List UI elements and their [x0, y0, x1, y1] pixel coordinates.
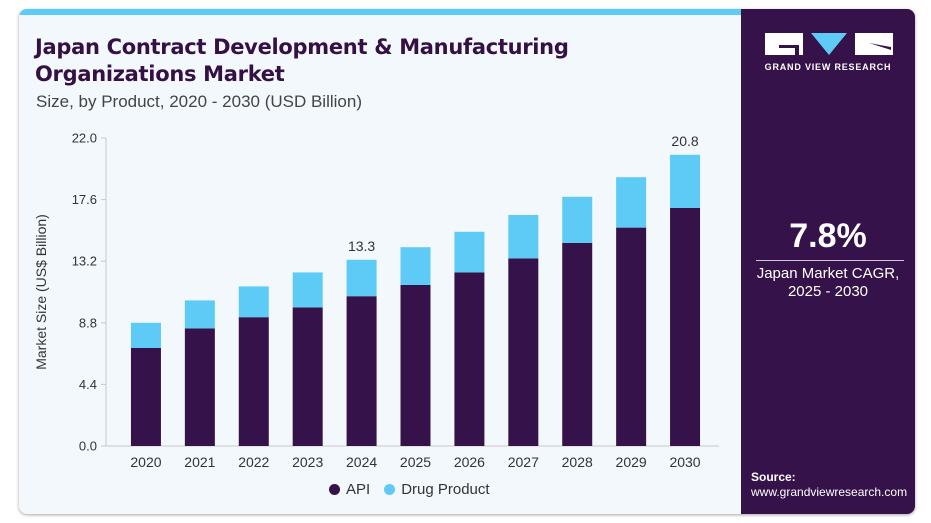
bar-api-2024 [346, 296, 377, 446]
bar-drug-product-2020 [130, 322, 161, 348]
legend-label-api: API [346, 481, 371, 498]
bars [130, 154, 701, 446]
bar-api-2020 [130, 348, 161, 446]
bar-drug-product-2025 [400, 247, 431, 285]
x-tick-label-2022: 2022 [238, 454, 269, 470]
bar-drug-product-2021 [184, 300, 215, 329]
cagr-label-line-1: Japan Market CAGR, [756, 265, 900, 282]
chart-subtitle: Size, by Product, 2020 - 2030 (USD Billi… [36, 92, 362, 111]
cagr-label: Japan Market CAGR, 2025 - 2030 [741, 265, 915, 301]
x-tick-label-2024: 2024 [346, 454, 377, 470]
bar-api-2029 [616, 227, 647, 446]
title-line-2: Organizations Market [35, 62, 285, 86]
bar-api-2026 [454, 272, 485, 446]
y-tick-label: 22.0 [72, 131, 97, 146]
bar-api-2030 [670, 208, 701, 446]
y-tick-label: 0.0 [79, 439, 97, 454]
title-line-1: Japan Contract Development & Manufacturi… [35, 35, 569, 59]
bar-drug-product-2026 [454, 231, 485, 273]
bar-api-2023 [292, 307, 323, 446]
bar-api-2021 [184, 328, 215, 446]
source-label: Source: [751, 470, 796, 484]
cagr-value: 7.8% [789, 217, 867, 255]
bar-drug-product-2029 [616, 177, 647, 228]
legend-item-api: API [329, 481, 370, 498]
chart-card: Japan Contract Development & Manufacturi… [19, 9, 915, 514]
x-tick-label-2029: 2029 [616, 454, 647, 470]
y-tick-label: 8.8 [79, 315, 97, 330]
legend-dot-api-icon [329, 484, 340, 495]
bar-api-2027 [508, 258, 539, 446]
y-axis-title: Market Size (US$ Billion) [33, 214, 49, 370]
y-tick-label: 17.6 [72, 192, 97, 207]
x-tick-label-2030: 2030 [669, 454, 700, 470]
cagr-divider [756, 260, 904, 261]
bar-api-2022 [238, 317, 269, 446]
data-label-2030: 20.8 [671, 133, 698, 149]
x-tick-label-2026: 2026 [454, 454, 485, 470]
x-tick-label-2028: 2028 [562, 454, 593, 470]
side-panel: GRAND VIEW RESEARCH 7.8% Japan Market CA… [741, 9, 915, 514]
source-url[interactable]: www.grandviewresearch.com [751, 485, 908, 499]
data-label-2024: 13.3 [348, 238, 375, 254]
data-labels: 13.3 20.8 [348, 133, 699, 254]
bar-drug-product-2028 [562, 196, 593, 243]
cagr-label-line-2: 2025 - 2030 [787, 283, 869, 300]
chart-plot: 0.04.48.813.217.622.0 2020 2021 2022 2023 20… [33, 131, 719, 470]
y-tick-label: 13.2 [72, 254, 97, 269]
legend-label-drug-product: Drug Product [401, 481, 490, 498]
y-axis: 0.0 4.4 8.8 13.2 17.6 22.0 [72, 131, 107, 454]
logo-text: GRAND VIEW RESEARCH [764, 62, 892, 72]
bar-api-2025 [400, 285, 431, 446]
x-axis: 2020 2021 2022 2023 2024 2025 2026 2027 2028 2029… [106, 445, 719, 470]
grand-view-research-logo-icon [765, 33, 893, 55]
bar-drug-product-2027 [508, 215, 539, 259]
x-tick-label-2025: 2025 [400, 454, 431, 470]
x-tick-label-2027: 2027 [508, 454, 539, 470]
accent-bar [19, 9, 741, 15]
legend: API Drug Product [329, 481, 504, 498]
bar-drug-product-2030 [670, 154, 701, 208]
chart-title: Japan Contract Development & Manufacturi… [35, 34, 569, 88]
x-tick-label-2023: 2023 [292, 454, 323, 470]
x-tick-label-2020: 2020 [130, 454, 161, 470]
x-tick-label-2021: 2021 [184, 454, 215, 470]
bar-drug-product-2023 [292, 272, 323, 308]
legend-item-drug-product: Drug Product [384, 481, 490, 498]
bar-drug-product-2022 [238, 286, 269, 318]
legend-dot-drug-product-icon [384, 484, 396, 495]
y-tick-label: 4.4 [79, 377, 97, 392]
bar-api-2028 [562, 243, 593, 446]
bar-drug-product-2024 [346, 259, 377, 297]
